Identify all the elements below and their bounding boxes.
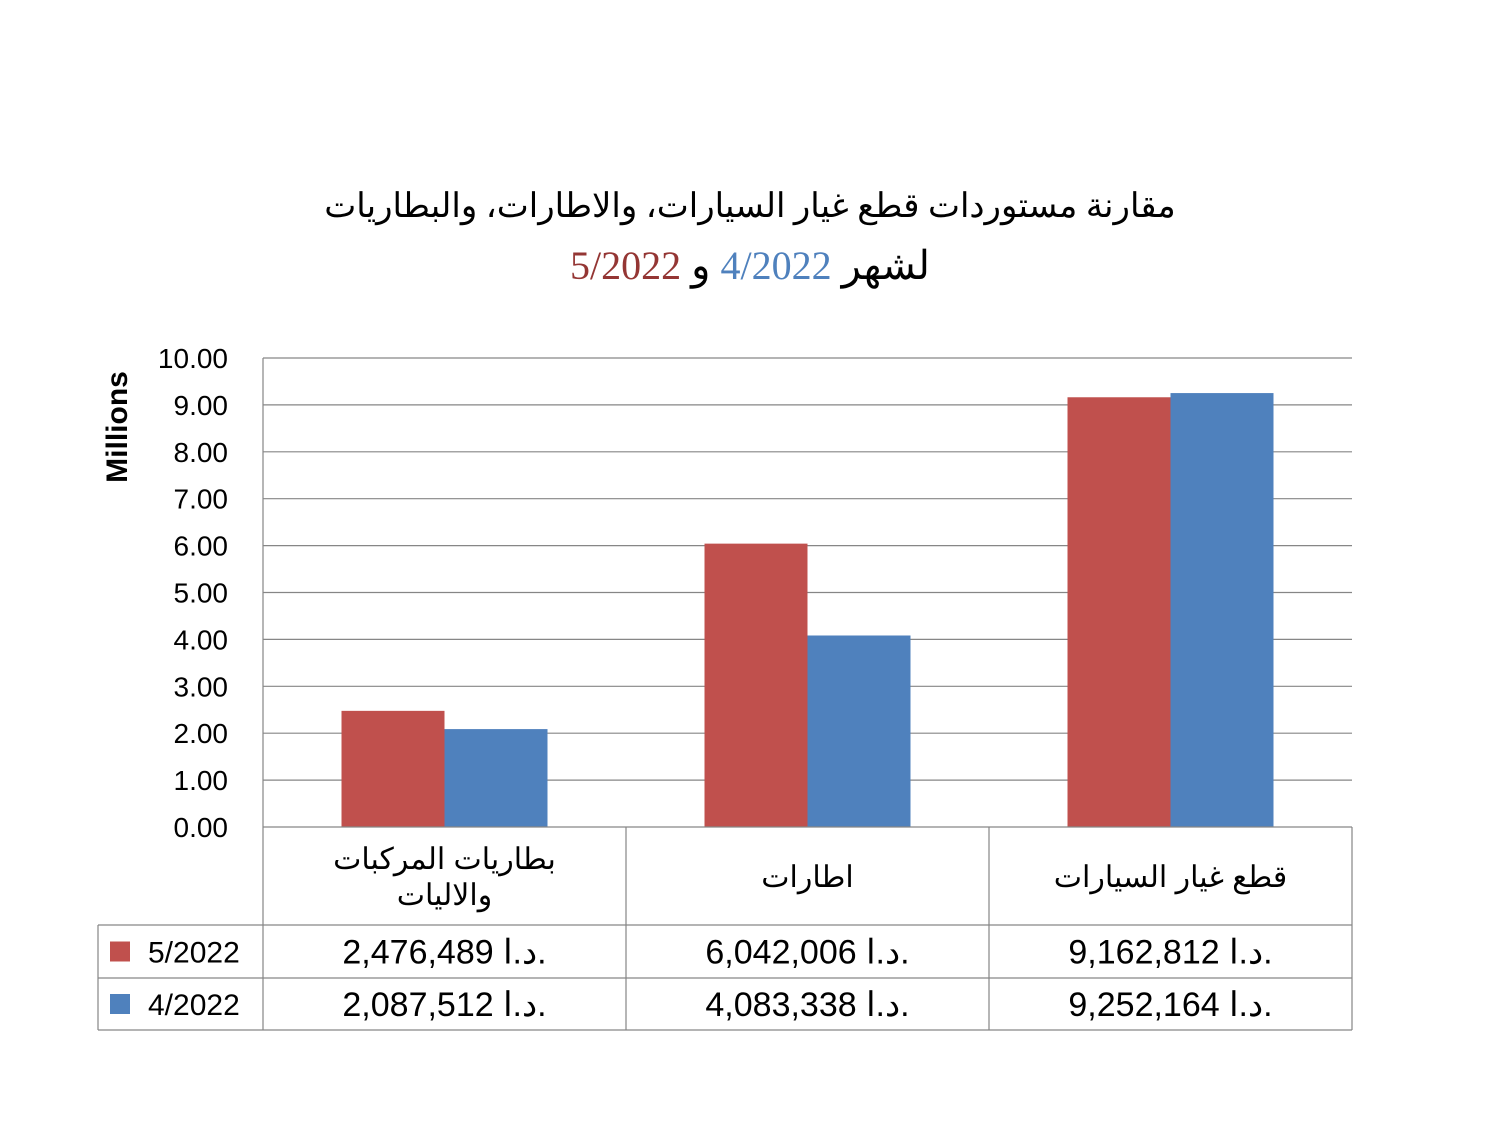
legend-label: 4/2022	[148, 989, 240, 1022]
subtitle-month-b: 5/2022	[570, 243, 682, 288]
data-label: 2,476,489 د.ا.	[342, 934, 546, 972]
data-label: 4,083,338 د.ا.	[705, 986, 909, 1024]
y-tick-label: 2.00	[174, 718, 229, 749]
bar	[704, 543, 808, 827]
subtitle-connector: و	[691, 243, 711, 288]
bar	[1067, 397, 1171, 827]
y-tick-label: 1.00	[174, 765, 229, 796]
y-tick-label: 3.00	[174, 671, 229, 702]
legend-key	[110, 941, 130, 962]
data-label: 6,042,006 د.ا.	[705, 934, 909, 972]
subtitle-month-a: 4/2022	[720, 243, 832, 288]
y-tick-label: 5.00	[174, 578, 229, 609]
y-tick-label: 6.00	[174, 531, 229, 562]
data-label: 2,087,512 د.ا.	[342, 986, 546, 1024]
y-tick-label: 7.00	[174, 484, 229, 515]
x-category-label: بطاريات المركبات	[333, 843, 556, 877]
chart-title: مقارنة مستوردات قطع غيار السيارات، والاط…	[324, 188, 1176, 225]
y-axis-title: Millions	[101, 371, 134, 483]
y-tick-label: 4.00	[174, 624, 229, 655]
bar	[341, 710, 445, 827]
bar	[807, 635, 911, 827]
data-label: 9,162,812 د.ا.	[1068, 934, 1272, 972]
data-label: 9,252,164 د.ا.	[1068, 986, 1272, 1024]
x-category-label: والاليات	[397, 879, 493, 913]
chart-subtitle: لشهر 4/2022 و 5/2022	[0, 242, 1500, 289]
x-category-label: اطارات	[761, 861, 853, 895]
y-tick-label: 9.00	[174, 390, 229, 421]
legend-label: 5/2022	[148, 937, 240, 970]
subtitle-prefix: لشهر	[841, 243, 930, 288]
bar	[444, 729, 548, 827]
y-tick-label: 10.00	[158, 343, 228, 374]
bar	[1170, 393, 1274, 827]
y-tick-label: 0.00	[174, 812, 229, 843]
y-tick-label: 8.00	[174, 437, 229, 468]
x-category-label: قطع غيار السيارات	[1054, 861, 1287, 895]
legend-key	[110, 994, 130, 1014]
